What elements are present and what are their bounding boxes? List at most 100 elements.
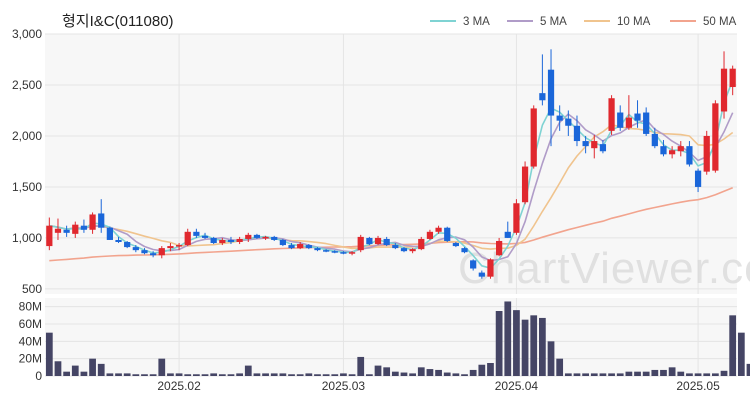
legend-label: 10 MA bbox=[617, 16, 651, 28]
volume-bar bbox=[253, 373, 261, 376]
volume-bar bbox=[634, 371, 641, 376]
candle bbox=[461, 247, 468, 254]
candle-body bbox=[677, 146, 684, 152]
candle bbox=[712, 100, 719, 173]
volume-bar bbox=[115, 373, 122, 376]
volume-bar bbox=[582, 373, 589, 376]
candle bbox=[340, 251, 347, 255]
candle bbox=[539, 54, 546, 106]
candle-body bbox=[625, 117, 632, 128]
candle-body bbox=[115, 239, 122, 242]
volume-bar bbox=[262, 373, 269, 376]
legend-item: 3 MA bbox=[430, 16, 490, 28]
volume-bar bbox=[149, 374, 157, 376]
volume-tick-label: 40M bbox=[19, 334, 42, 348]
candle-body bbox=[348, 252, 356, 254]
volume-bar bbox=[469, 369, 477, 376]
volume-bar bbox=[391, 371, 399, 376]
legend-item: 10 MA bbox=[584, 16, 651, 28]
candle-body bbox=[608, 98, 615, 131]
candle bbox=[521, 161, 529, 205]
volume-bar bbox=[236, 373, 243, 376]
candle-body bbox=[314, 248, 321, 251]
candle bbox=[418, 236, 425, 251]
candle-body bbox=[487, 259, 494, 277]
candle-body bbox=[617, 112, 624, 128]
volume-bar bbox=[288, 374, 295, 376]
volume-bar bbox=[556, 358, 564, 376]
volume-bar bbox=[348, 374, 356, 376]
candle-body bbox=[80, 225, 88, 230]
volume-bar bbox=[539, 317, 546, 376]
candle bbox=[193, 228, 200, 238]
candle-body bbox=[409, 249, 416, 252]
candle bbox=[729, 65, 736, 96]
volume-bar bbox=[703, 373, 711, 376]
candle bbox=[496, 237, 503, 257]
volume-bar bbox=[54, 361, 62, 376]
candle bbox=[150, 251, 157, 258]
candle-body bbox=[141, 250, 148, 254]
candle-body bbox=[89, 214, 96, 230]
candle-body bbox=[201, 235, 209, 238]
candle bbox=[400, 247, 408, 253]
candle-body bbox=[374, 237, 382, 245]
candle-body bbox=[54, 228, 62, 233]
volume-bar bbox=[443, 372, 451, 376]
candle-body bbox=[253, 234, 261, 238]
candle bbox=[167, 243, 174, 252]
candle bbox=[297, 242, 304, 250]
volume-bar bbox=[357, 356, 365, 376]
candle bbox=[219, 237, 226, 246]
candle bbox=[582, 135, 589, 154]
volume-bar bbox=[305, 373, 313, 376]
volume-bar bbox=[452, 373, 460, 376]
candle bbox=[210, 236, 217, 245]
candle bbox=[643, 107, 650, 136]
candle-body bbox=[392, 245, 399, 249]
volume-bar bbox=[132, 374, 140, 376]
candle-body bbox=[340, 252, 347, 254]
candle-body bbox=[418, 238, 425, 250]
volume-bar bbox=[521, 319, 529, 376]
candle-body bbox=[669, 150, 676, 155]
candle-body bbox=[245, 234, 252, 239]
volume-panel-bg bbox=[45, 298, 737, 376]
volume-bar bbox=[270, 373, 278, 376]
volume-bar bbox=[677, 371, 685, 376]
volume-bar bbox=[686, 373, 693, 376]
candle bbox=[253, 233, 261, 239]
volume-bar bbox=[651, 369, 659, 376]
volume-bar bbox=[590, 373, 598, 376]
candle-body bbox=[729, 68, 736, 88]
volume-bar bbox=[175, 373, 183, 376]
volume-bar bbox=[45, 332, 53, 376]
chart-title: 형지I&C(011080) bbox=[62, 13, 174, 30]
candle-body bbox=[72, 224, 79, 234]
volume-bar bbox=[530, 315, 538, 376]
candle-body bbox=[694, 170, 702, 187]
candle-body bbox=[461, 248, 468, 253]
candle bbox=[314, 247, 321, 252]
candle-body bbox=[565, 118, 572, 126]
candle bbox=[669, 146, 676, 159]
candle bbox=[132, 245, 139, 253]
candle bbox=[288, 243, 295, 250]
price-tick-label: 2,000 bbox=[12, 129, 42, 143]
volume-bar bbox=[227, 374, 235, 376]
candle-body bbox=[98, 213, 105, 228]
candle bbox=[201, 232, 209, 239]
candle-body bbox=[582, 141, 589, 147]
candle-body bbox=[539, 93, 546, 101]
candle bbox=[426, 229, 434, 240]
candle bbox=[392, 243, 399, 250]
volume-bar bbox=[737, 332, 745, 376]
volume-bar bbox=[123, 373, 131, 376]
candle-body bbox=[634, 113, 641, 121]
candle-body bbox=[175, 245, 183, 247]
candle bbox=[608, 95, 615, 135]
volume-bar bbox=[322, 374, 330, 376]
candlesticks bbox=[46, 49, 736, 279]
candle bbox=[694, 168, 702, 193]
